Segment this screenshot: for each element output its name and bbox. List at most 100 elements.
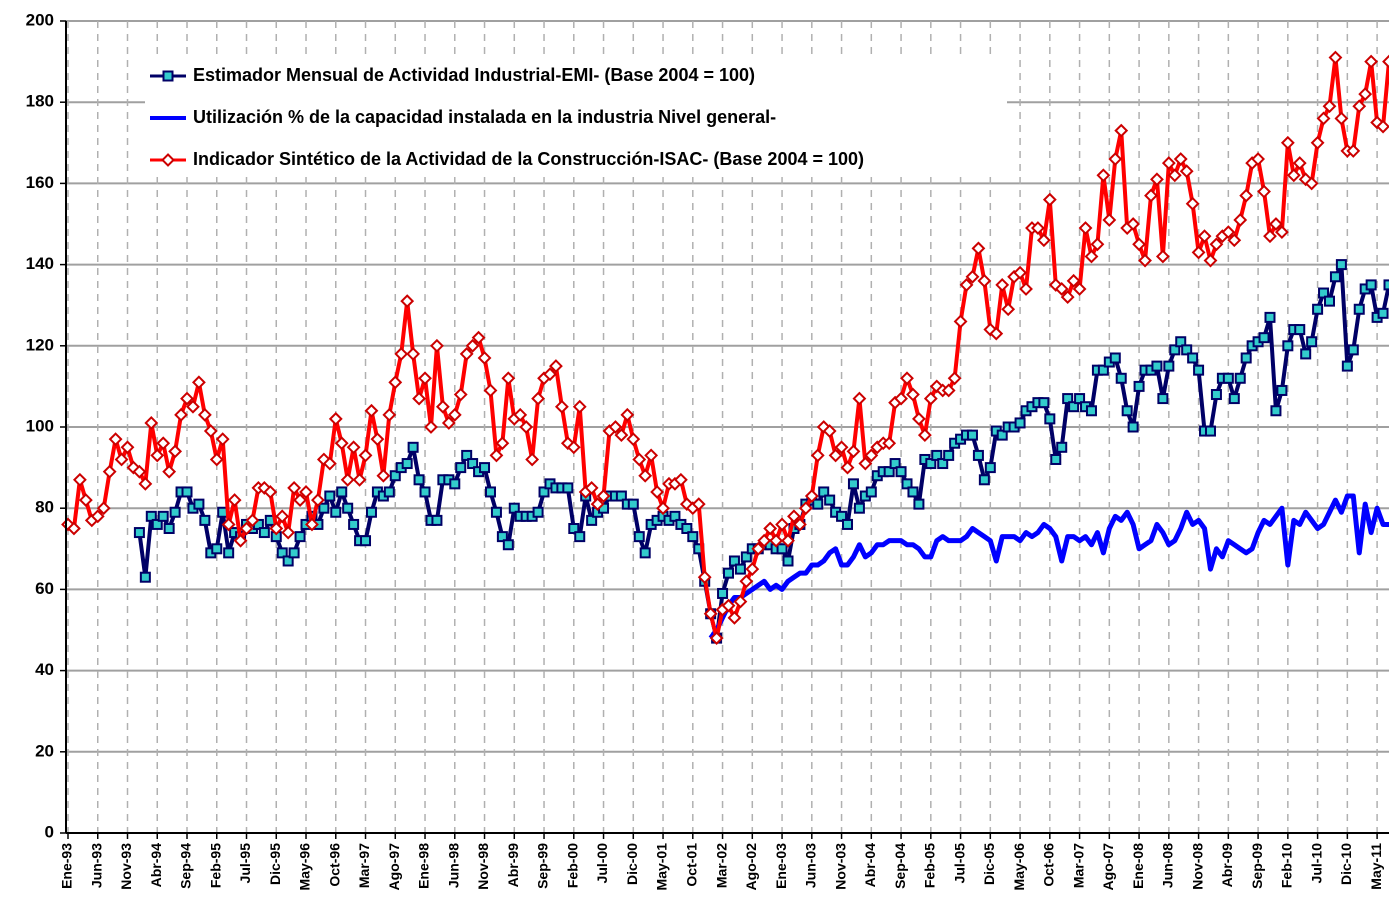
point [78,493,93,507]
point [1240,352,1252,364]
point [717,587,729,599]
point [1329,271,1341,283]
point [305,517,319,532]
point [269,521,284,536]
point [199,514,211,526]
point [1306,336,1318,348]
x-tick-label: Feb-95 [207,843,223,888]
point [1364,54,1379,69]
point [1169,344,1181,356]
point [1328,50,1343,65]
point [943,449,955,461]
point [1050,453,1062,465]
x-tick-label: Ene-93 [59,843,75,889]
point [406,347,421,361]
point [566,440,581,455]
point [1346,144,1361,158]
x-tick-label: Feb-05 [922,843,938,888]
point [221,517,236,532]
point [453,387,468,402]
point [929,379,944,394]
point [549,359,563,374]
point [614,428,629,443]
point [834,440,849,455]
point [996,429,1008,441]
point [348,518,360,530]
point [1316,111,1331,126]
point [709,631,724,646]
point [400,294,415,309]
x-tick-label: Ago-07 [1100,843,1116,891]
point [1377,307,1389,319]
point [412,391,426,406]
x-tick-label: Jul-05 [951,843,967,884]
point [1227,233,1242,248]
point [1062,393,1074,405]
point [733,594,748,609]
point [282,555,294,567]
point [925,458,937,470]
point [1078,221,1093,235]
point [824,494,836,506]
x-tick-label: Oct-06 [1041,843,1057,887]
point [484,486,496,498]
y-tick-label: 80 [35,498,54,517]
point [1001,302,1016,317]
point [388,375,403,390]
point [977,273,992,288]
point [293,493,307,507]
point [1352,99,1367,114]
legend-box [145,55,1007,177]
point [1323,295,1335,307]
point [257,480,272,495]
point [1114,123,1129,138]
point [1126,217,1141,231]
point [1167,168,1182,183]
point [191,375,206,390]
point [1270,405,1282,417]
point [1161,156,1176,171]
point [360,535,372,547]
point [67,521,81,536]
point [162,464,177,479]
point [455,462,467,474]
point [776,543,788,555]
y-tick-label: 200 [26,10,54,29]
point [798,501,813,516]
point [1276,384,1288,396]
point [728,555,740,567]
point [322,456,337,471]
point [792,517,807,532]
point [554,399,569,414]
point [324,490,336,502]
point [382,407,397,422]
point [787,509,801,524]
x-tick-label: Sep-04 [892,843,908,889]
point [923,391,938,406]
point [435,399,450,414]
point [538,486,550,498]
x-tick-label: Dic-00 [624,843,640,885]
point [757,533,772,548]
point [419,486,431,498]
axes: 0 20 40 60 80 100 120 140 160 180 200 Ene-93 Jun-93 N… [26,10,1389,890]
point [1173,152,1188,166]
point [1269,217,1283,231]
point [1038,397,1050,409]
point [513,407,528,422]
x-tick-label: Sep-99 [535,843,551,889]
point [858,456,873,471]
point [1144,188,1158,203]
point [584,480,599,495]
point [531,391,546,406]
point [294,531,306,543]
point [1365,279,1377,291]
point [1251,152,1266,166]
point [1163,360,1175,372]
point [1222,372,1234,384]
point [1151,360,1163,372]
point [186,399,200,414]
point [342,502,354,514]
point [1258,332,1270,344]
x-tick-label: Abr-09 [1219,843,1235,888]
